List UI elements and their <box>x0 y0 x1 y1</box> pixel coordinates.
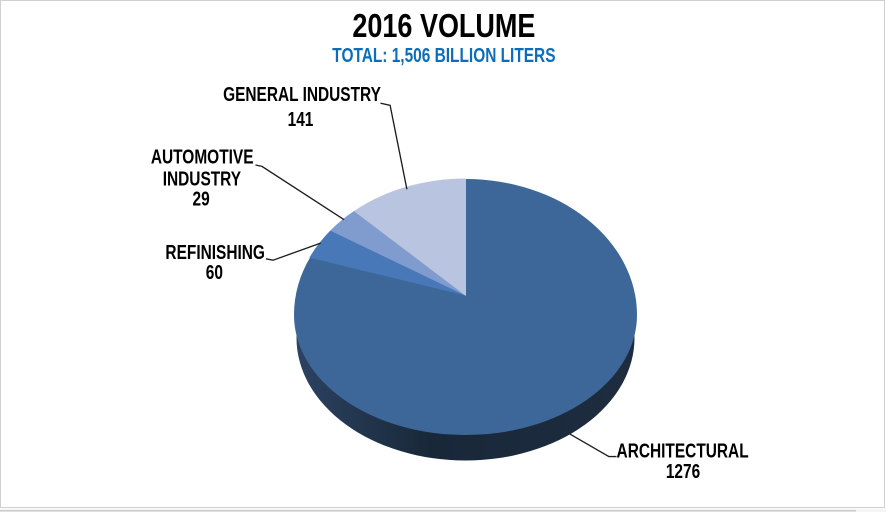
svg-text:29: 29 <box>193 188 210 210</box>
svg-text:60: 60 <box>206 261 223 283</box>
svg-text:GENERAL INDUSTRY: GENERAL INDUSTRY <box>223 83 381 105</box>
svg-text:141: 141 <box>288 108 314 130</box>
svg-text:INDUSTRY: INDUSTRY <box>163 167 241 189</box>
svg-text:ARCHITECTURAL: ARCHITECTURAL <box>617 440 749 462</box>
svg-text:REFINISHING: REFINISHING <box>165 241 265 263</box>
svg-text:1276: 1276 <box>666 460 700 482</box>
svg-text:AUTOMOTIVE: AUTOMOTIVE <box>151 145 254 167</box>
svg-text:TOTAL: 1,506 BILLION LITERS: TOTAL: 1,506 BILLION LITERS <box>332 44 555 67</box>
svg-text:2016 VOLUME: 2016 VOLUME <box>352 9 535 45</box>
